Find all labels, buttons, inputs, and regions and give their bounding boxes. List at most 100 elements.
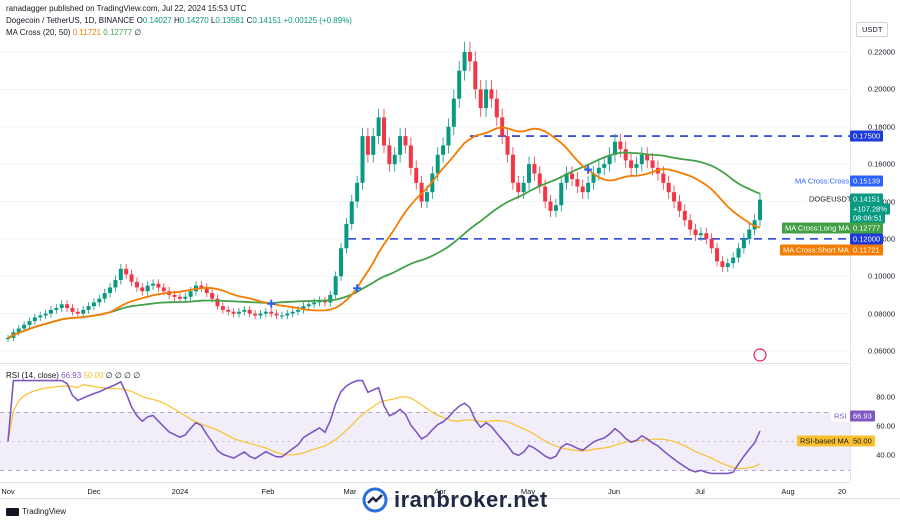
candle (306, 304, 311, 307)
candle (564, 173, 569, 183)
candle (575, 179, 580, 187)
short-ma-value-tag: 0.11721 (850, 244, 883, 256)
time-tick: May (520, 487, 536, 496)
candle (741, 238, 746, 249)
candle (263, 311, 268, 314)
candle (666, 182, 671, 193)
candle (108, 287, 113, 294)
candle (516, 182, 521, 193)
candle (65, 304, 70, 309)
candle (612, 141, 617, 155)
time-axis[interactable]: Nov Dec 2024 Feb Mar Apr May Jun Jul Aug 20 (0, 482, 850, 499)
candle (172, 294, 177, 297)
candle (27, 321, 32, 325)
candle (494, 98, 499, 118)
symbol-line: Dogecoin / TetherUS, 1D, BINANCE O0.1402… (6, 16, 352, 25)
ma-cross-marker (584, 165, 593, 174)
candle (489, 89, 494, 99)
candle (424, 192, 429, 202)
candle (296, 309, 301, 312)
symbol-label-tag: DOGEUSDT (806, 193, 855, 205)
rsi-value: 66.93 (61, 371, 82, 380)
candle (253, 313, 258, 316)
rsi-tick: 40.00 (876, 450, 895, 460)
candle (596, 167, 601, 174)
symbol-price-tag: 0.14151 (850, 193, 884, 205)
candle (333, 276, 338, 295)
tradingview-logo[interactable]: TradingView (6, 507, 66, 516)
rsi-pane[interactable] (0, 363, 850, 483)
currency-button[interactable]: USDT (856, 22, 889, 37)
candle (70, 308, 75, 312)
candle (312, 302, 317, 305)
candle (580, 186, 585, 193)
candle (715, 248, 720, 262)
candle (215, 298, 220, 307)
long-ma-line (7, 151, 761, 339)
candle (441, 145, 446, 155)
candle (559, 182, 564, 206)
ma-long-value: 0.12777 (103, 28, 133, 37)
candle (247, 309, 252, 314)
candle (32, 317, 37, 322)
time-tick: Apr (434, 487, 446, 496)
price-tick: 0.22000 (867, 47, 895, 57)
candle (81, 309, 86, 314)
time-tick: 20 (837, 487, 847, 496)
candle (339, 248, 344, 277)
rsi-value-tag: 66.93 (850, 410, 875, 422)
support-price-tag: 0.12000 (850, 233, 884, 245)
candle (91, 302, 96, 307)
candle (505, 136, 510, 155)
rsi-axis[interactable]: 80.00 60.00 40.00 (850, 363, 900, 482)
long-ma-label-tag: MA Cross:Long MA (782, 222, 853, 234)
candle (210, 293, 215, 299)
candle (16, 328, 21, 333)
candle (6, 337, 10, 340)
rsi-legend[interactable]: RSI (14, close) 66.93 50.00 ∅ ∅ ∅ ∅ (6, 371, 140, 380)
candle (140, 287, 145, 292)
low-value: 0.13581 (215, 16, 245, 25)
time-tick: 2024 (171, 487, 189, 496)
ma-cross-legend[interactable]: MA Cross (20, 50) 0.11721 0.12777 ∅ (6, 28, 141, 37)
change-value: +0.00125 (+0.89%) (283, 16, 352, 25)
candle (478, 89, 483, 109)
rsi-tick: 80.00 (876, 392, 895, 402)
candle (698, 233, 703, 236)
candle (473, 61, 478, 90)
candle (22, 324, 27, 329)
candle (177, 296, 182, 299)
candle (548, 201, 553, 211)
rsi-label: RSI (14, close) (6, 371, 59, 380)
rsi-ma-value-tag: 50.00 (850, 435, 875, 446)
candle (677, 201, 682, 211)
candle (392, 154, 397, 165)
candle (446, 126, 451, 146)
candle (322, 300, 327, 303)
rsi-chart[interactable] (0, 364, 850, 483)
price-pane[interactable] (0, 0, 850, 362)
price-tick: 0.18000 (867, 122, 895, 132)
candle (204, 287, 209, 294)
candle (414, 167, 419, 183)
candle (102, 293, 107, 299)
visibility-icon[interactable]: ∅ (134, 28, 142, 37)
candle (242, 309, 247, 312)
symbol-name[interactable]: Dogecoin / TetherUS, 1D, BINANCE (6, 16, 135, 25)
candle (591, 173, 596, 183)
candle (349, 201, 354, 224)
price-chart[interactable] (0, 0, 850, 362)
candle (570, 173, 574, 180)
ma-cross-label: MA Cross (20, 50) (6, 28, 71, 37)
candle (371, 136, 376, 155)
rsi-visibility-icons[interactable]: ∅ ∅ ∅ ∅ (105, 371, 141, 380)
candle (38, 315, 43, 318)
candle (484, 89, 489, 109)
candle (672, 192, 677, 202)
candle (290, 311, 295, 314)
candle (543, 186, 548, 202)
close-value: 0.14151 (252, 16, 282, 25)
tv-icon (6, 507, 19, 516)
candle (269, 311, 274, 314)
candle (199, 285, 204, 288)
